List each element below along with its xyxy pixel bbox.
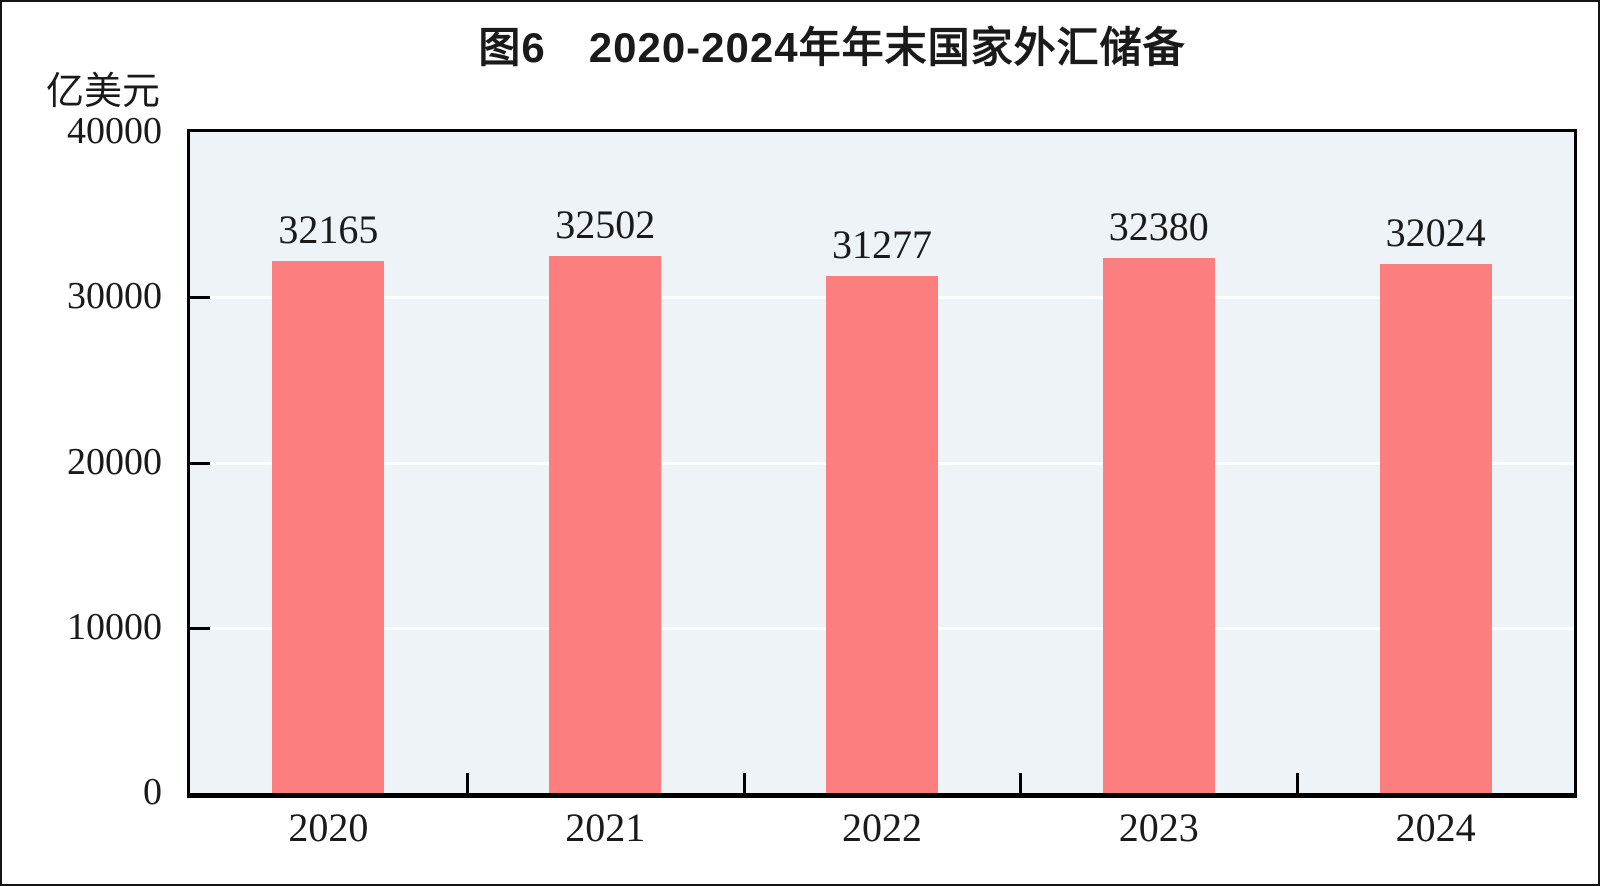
y-tick-label-30000: 30000: [67, 275, 162, 318]
bar-2020: [272, 261, 385, 793]
x-tick-label-2024: 2024: [1395, 805, 1476, 850]
bar-value-2021: 32502: [555, 201, 656, 247]
plot-area: 32165 32502 31277 32380 32024: [187, 129, 1577, 798]
bar-value-2022: 31277: [832, 222, 932, 268]
x-tick-boundary-1: [465, 773, 469, 793]
y-tick-label-0: 0: [143, 771, 162, 814]
y-tick-10000: [190, 626, 210, 630]
x-tick-boundary-2: [742, 773, 746, 793]
y-tick-20000: [190, 461, 210, 465]
x-tick-boundary-4: [1296, 773, 1300, 793]
bar-2024: [1379, 263, 1492, 793]
chart-title: 图6 2020-2024年年末国家外汇储备: [478, 24, 1186, 71]
bar-2021: [549, 255, 662, 793]
x-tick-label-2021: 2021: [565, 805, 646, 850]
bar-value-2024: 32024: [1385, 209, 1486, 255]
y-tick-label-40000: 40000: [67, 110, 162, 153]
bar-value-2023: 32380: [1108, 203, 1209, 249]
x-axis-tick-labels: 2020 2021 2022 2023 2024: [190, 804, 1574, 856]
x-tick-label-2023: 2023: [1118, 805, 1199, 850]
y-axis-tick-labels: 0 10000 20000 30000 40000: [22, 110, 162, 813]
x-tick-label-2020: 2020: [288, 805, 369, 850]
y-tick-30000: [190, 296, 210, 300]
y-tick-label-10000: 10000: [67, 605, 162, 648]
x-tick-label-2022: 2022: [842, 805, 922, 850]
x-tick-boundary-3: [1019, 773, 1023, 793]
bar-2023: [1102, 257, 1215, 793]
y-axis-unit-label: 亿美元: [46, 71, 161, 113]
bar-2022: [826, 276, 938, 793]
bar-value-2020: 32165: [278, 207, 379, 253]
y-tick-label-20000: 20000: [67, 440, 162, 483]
